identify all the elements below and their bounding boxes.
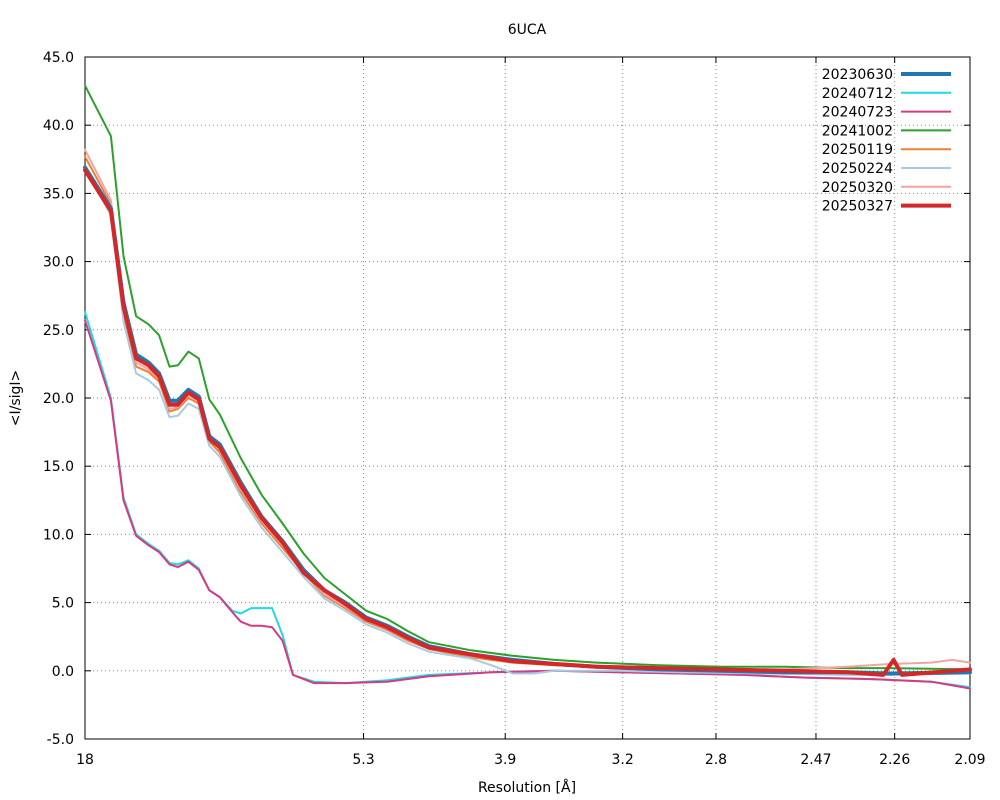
y-tick-label: 10.0 (43, 527, 74, 543)
y-tick-label: 20.0 (43, 391, 74, 407)
x-tick-label: 2.47 (800, 752, 831, 768)
series-line-20241002 (84, 84, 971, 671)
y-tick-label: 45.0 (43, 50, 74, 66)
legend-label: 20240723 (822, 105, 893, 121)
legend-label: 20240712 (822, 86, 893, 102)
y-tick-label: 40.0 (43, 118, 74, 134)
y-tick-label: 30.0 (43, 255, 74, 271)
grid (85, 57, 970, 739)
legend-label: 20250327 (822, 199, 893, 215)
y-tick-label: 15.0 (43, 459, 74, 475)
series-line-20240723 (84, 319, 971, 690)
x-tick-label: 5.3 (352, 752, 374, 768)
legend-label: 20250224 (822, 161, 893, 177)
series-line-20250224 (84, 167, 971, 676)
series-line-20250327 (83, 168, 972, 677)
x-tick-label: 3.9 (494, 752, 516, 768)
x-tick-label: 2.26 (879, 752, 910, 768)
y-tick-label: 5.0 (52, 596, 74, 612)
x-axis: 18 5.3 3.9 3.2 2.8 2.47 2.26 2.09 (76, 57, 986, 768)
series-line-20250320 (84, 148, 971, 671)
x-tick-label: 3.2 (611, 752, 633, 768)
y-axis: -5.0 0.0 5.0 10.0 15.0 20.0 25.0 30.0 35.0 40.0 45… (43, 50, 970, 748)
y-tick-label: 35.0 (43, 186, 74, 202)
x-axis-label: Resolution [Å] (478, 779, 576, 796)
x-tick-label: 2.8 (705, 752, 727, 768)
chart-title: 6UCA (508, 22, 547, 38)
x-tick-label: 2.09 (954, 752, 985, 768)
series-lines (83, 84, 972, 690)
legend-label: 20241002 (822, 123, 893, 139)
x-tick-label: 18 (76, 752, 94, 768)
y-axis-label: <I/sigI> (8, 370, 24, 427)
legend-label: 20250119 (822, 142, 893, 158)
y-tick-label: -5.0 (47, 732, 74, 748)
legend-label: 20250320 (822, 180, 893, 196)
series-line-20240712 (84, 311, 971, 689)
y-tick-label: 0.0 (52, 664, 74, 680)
series-line-20230630 (83, 165, 972, 676)
legend-label: 20230630 (822, 67, 893, 83)
legend: 20230630 20240712 20240723 20241002 20250119… (822, 67, 951, 215)
y-tick-label: 25.0 (43, 323, 74, 339)
